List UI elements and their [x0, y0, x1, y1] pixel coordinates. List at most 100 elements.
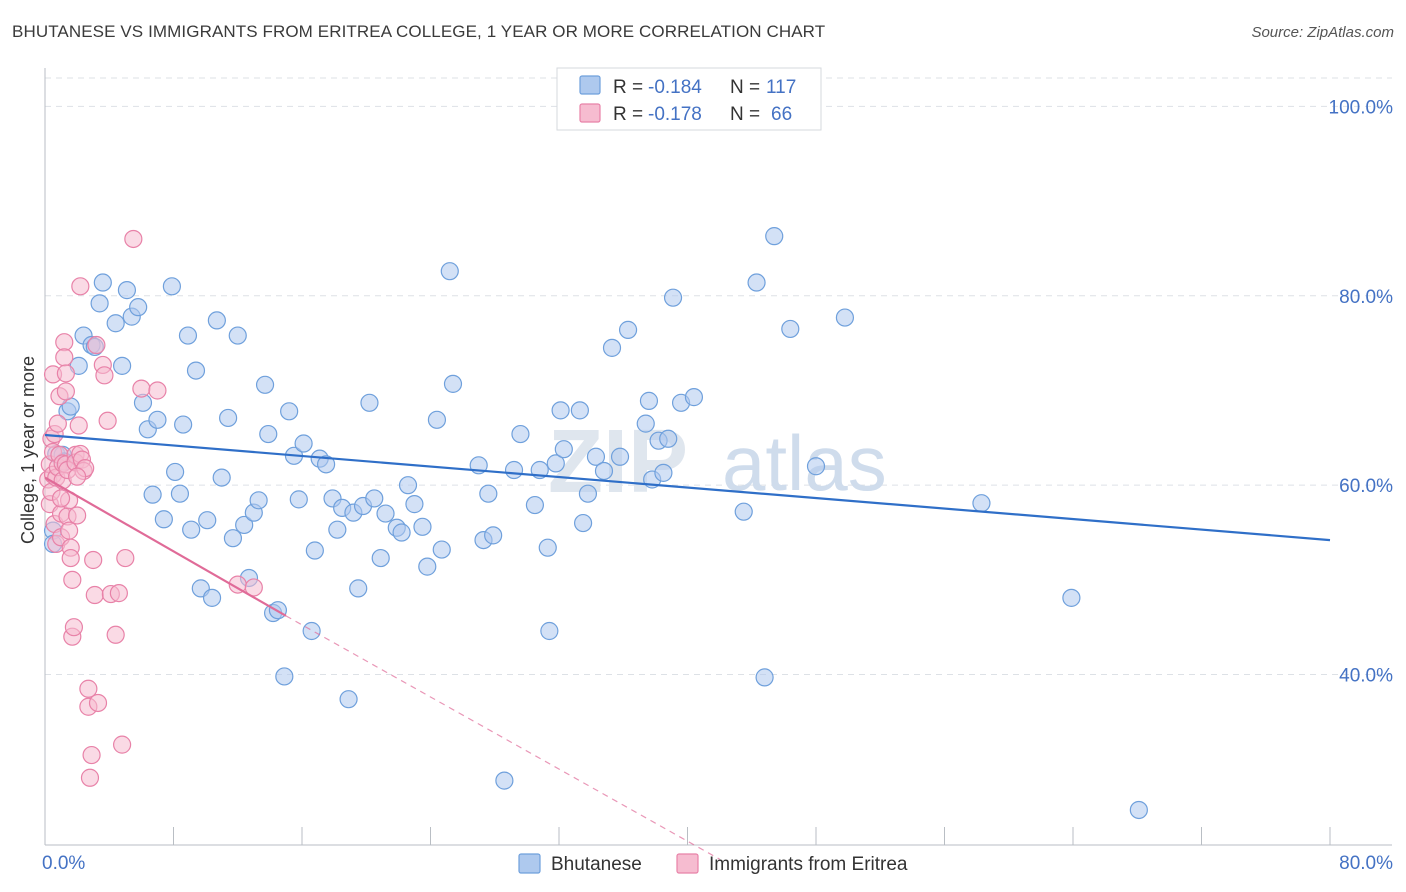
- point-eritrea: [56, 382, 75, 401]
- point-bhutanese: [170, 484, 190, 503]
- point-bhutanese: [360, 393, 379, 412]
- point-bhutanese: [280, 402, 299, 421]
- legend-swatch-eritrea: [579, 103, 601, 123]
- point-bhutanese: [148, 410, 167, 429]
- point-eritrea: [68, 506, 87, 525]
- y-tick-label: 60.0%: [1339, 476, 1393, 497]
- point-eritrea: [148, 381, 167, 400]
- point-bhutanese: [223, 529, 243, 548]
- point-eritrea: [95, 366, 114, 385]
- point-eritrea: [82, 745, 101, 765]
- point-eritrea: [55, 348, 74, 367]
- point-bhutanese: [554, 440, 573, 459]
- point-bhutanese: [551, 401, 570, 420]
- point-bhutanese: [249, 491, 268, 510]
- y-tick-label: 100.0%: [1329, 97, 1394, 118]
- point-bhutanese: [413, 517, 432, 536]
- point-bhutanese: [289, 490, 308, 509]
- point-bhutanese: [202, 588, 222, 607]
- point-eritrea: [63, 570, 82, 589]
- point-bhutanese: [663, 288, 683, 307]
- tick-labels: 40.0% 60.0% 80.0% 100.0% 0.0% 80.0%: [42, 97, 1393, 874]
- point-bhutanese: [684, 388, 704, 407]
- point-bhutanese: [427, 410, 447, 429]
- trend-line-eritrea-extension: [285, 615, 720, 860]
- point-bhutanese: [618, 320, 638, 339]
- point-bhutanese: [570, 401, 589, 420]
- point-bhutanese: [484, 526, 503, 545]
- legend-r-value: -0.178: [648, 104, 702, 125]
- point-bhutanese: [504, 460, 524, 480]
- point-eritrea: [132, 379, 151, 398]
- point-eritrea: [84, 550, 103, 570]
- point-bhutanese: [432, 540, 451, 559]
- trend-line-bhutanese: [44, 433, 1331, 542]
- point-eritrea: [98, 411, 117, 430]
- chart-title: BHUTANESE VS IMMIGRANTS FROM ERITREA COL…: [12, 22, 826, 41]
- point-bhutanese: [594, 461, 614, 481]
- legend-r-value: -0.184: [648, 77, 702, 98]
- point-bhutanese: [586, 447, 606, 466]
- legend-top: R = -0.184 N = 117 R = -0.178 N = 66: [556, 67, 822, 131]
- point-bhutanese: [294, 434, 313, 453]
- point-eritrea: [51, 489, 71, 508]
- point-bhutanese: [365, 489, 384, 508]
- point-bhutanese: [259, 424, 278, 444]
- point-eritrea: [61, 548, 80, 568]
- point-bhutanese: [755, 668, 774, 687]
- point-eritrea: [55, 333, 74, 352]
- point-bhutanese: [198, 511, 217, 530]
- trend-lines: [44, 433, 1331, 860]
- point-bhutanese: [659, 429, 678, 448]
- point-bhutanese: [654, 463, 673, 482]
- point-bhutanese: [207, 311, 226, 330]
- point-eritrea: [71, 277, 90, 296]
- point-bhutanese: [154, 510, 173, 529]
- legend-bottom-swatch-bhutanese: [518, 853, 541, 874]
- point-bhutanese: [117, 281, 137, 300]
- legend-bottom-swatch-eritrea: [676, 853, 699, 874]
- point-bhutanese: [112, 356, 132, 375]
- legend-bottom: Bhutanese Immigrants from Eritrea: [518, 853, 908, 875]
- point-bhutanese: [255, 375, 275, 394]
- point-eritrea: [56, 364, 75, 383]
- point-bhutanese: [602, 338, 622, 357]
- point-bhutanese: [765, 227, 784, 246]
- point-eritrea: [80, 768, 100, 787]
- point-bhutanese: [219, 408, 238, 428]
- x-tick-label: 80.0%: [1339, 853, 1393, 874]
- point-eritrea: [88, 693, 108, 713]
- legend-r-label: R =: [613, 104, 643, 125]
- y-tick-label: 80.0%: [1339, 287, 1393, 308]
- source-label: Source: ZipAtlas.com: [1251, 24, 1394, 41]
- point-eritrea: [116, 548, 135, 568]
- legend-n-label: N =: [730, 77, 760, 98]
- point-bhutanese: [328, 520, 347, 539]
- point-bhutanese: [93, 273, 112, 292]
- point-bhutanese: [636, 414, 655, 433]
- legend-swatch-bhutanese: [579, 75, 601, 95]
- point-eritrea: [68, 467, 87, 486]
- point-bhutanese: [511, 424, 530, 444]
- legend-n-value: 66: [771, 104, 792, 125]
- point-bhutanese: [106, 314, 125, 333]
- axes: [44, 68, 1392, 846]
- point-bhutanese: [275, 667, 294, 686]
- point-bhutanese: [1062, 588, 1081, 607]
- point-bhutanese: [747, 273, 766, 292]
- point-bhutanese: [610, 447, 630, 466]
- watermark-atlas: atlas: [722, 419, 887, 507]
- point-eritrea: [244, 578, 263, 597]
- point-bhutanese: [371, 548, 390, 568]
- point-bhutanese: [398, 476, 418, 495]
- point-bhutanese: [525, 495, 545, 515]
- point-eritrea: [112, 735, 132, 754]
- point-bhutanese: [182, 520, 201, 539]
- point-bhutanese: [806, 457, 826, 476]
- point-bhutanese: [166, 462, 185, 482]
- point-bhutanese: [734, 502, 753, 521]
- point-bhutanese: [349, 579, 368, 598]
- point-eritrea: [69, 416, 88, 435]
- point-bhutanese: [540, 621, 559, 641]
- point-bhutanese: [178, 326, 198, 345]
